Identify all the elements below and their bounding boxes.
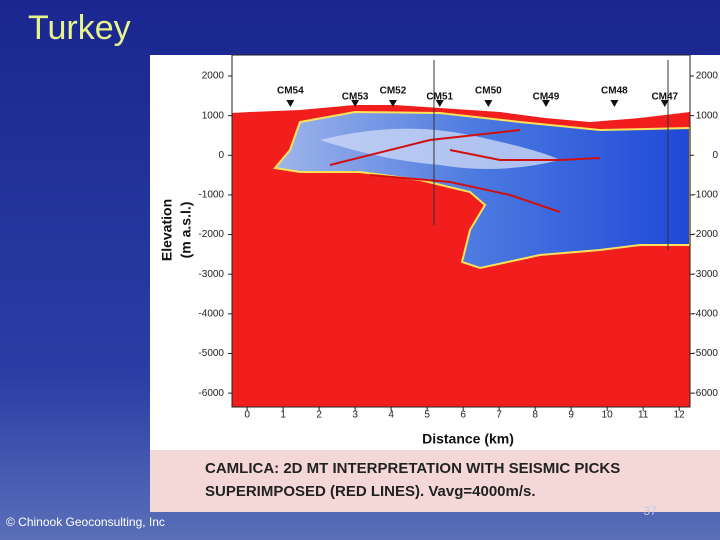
- station-label: CM54: [277, 86, 304, 97]
- caption-line: CAMLICA: 2D MT INTERPRETATION WITH SEISM…: [205, 460, 620, 477]
- station-marker: [351, 100, 360, 107]
- station-marker: [610, 100, 619, 107]
- footer: © Chinook Geoconsulting, Inc: [6, 515, 165, 529]
- plot-frame: [231, 54, 691, 408]
- y-axis-label: (m a.s.l.): [178, 202, 194, 259]
- x-tick-label: 12: [674, 410, 686, 421]
- y-tick-label: -2000: [198, 229, 224, 240]
- x-tick-label: 4: [388, 410, 394, 421]
- sky: [232, 55, 690, 122]
- station-label: CM52: [380, 86, 407, 97]
- x-tick-label: 11: [638, 410, 649, 421]
- x-tick-label: 5: [424, 410, 430, 421]
- y-tick-label: 2000: [202, 71, 225, 82]
- x-tick-label: 2: [316, 410, 322, 421]
- y-tick-label: -3000: [198, 269, 224, 280]
- seismic-line: [369, 174, 561, 213]
- y-tick-label: 0: [218, 150, 224, 161]
- station-marker: [541, 100, 550, 107]
- x-tick-label: 7: [496, 410, 502, 421]
- plot: [232, 55, 691, 407]
- y-tick-label: 2000: [696, 71, 719, 82]
- station-label: CM47: [651, 92, 678, 103]
- station-label: CM51: [426, 92, 453, 103]
- station-marker: [286, 100, 295, 107]
- x-tick-label: 6: [460, 410, 466, 421]
- page-number: 37: [643, 504, 657, 518]
- y-tick-label: -5000: [198, 348, 224, 359]
- y-tick-label: -6000: [198, 388, 224, 399]
- x-tick-label: 3: [352, 410, 358, 421]
- y-tick-label: -1000: [198, 190, 224, 201]
- station-marker: [388, 100, 397, 107]
- y-tick-label: -2000: [692, 229, 718, 240]
- y-tick-label: -1000: [692, 190, 718, 201]
- station-label: CM53: [342, 92, 369, 103]
- y-tick-label: 1000: [202, 110, 225, 121]
- station-label: CM48: [601, 86, 628, 97]
- y-tick-label: -5000: [692, 348, 718, 359]
- seismic-line: [449, 149, 601, 161]
- y-tick-label: -4000: [198, 308, 224, 319]
- x-tick-label: 0: [244, 410, 250, 421]
- station-marker: [660, 100, 669, 107]
- caption-line: SUPERIMPOSED (RED LINES). Vavg=4000m/s.: [205, 483, 536, 500]
- y-axis-label: Elevation: [159, 199, 175, 261]
- caption-panel: [150, 450, 720, 512]
- contour: [320, 128, 560, 169]
- y-tick-label: 1000: [696, 110, 719, 121]
- x-tick-label: 10: [602, 410, 614, 421]
- station-marker: [484, 100, 493, 107]
- y-tick-label: -6000: [692, 388, 718, 399]
- x-tick-label: 1: [280, 410, 286, 421]
- slide-title: Turkey: [28, 9, 131, 47]
- station-label: CM50: [475, 86, 502, 97]
- y-tick-label: -4000: [692, 308, 718, 319]
- seismic-line: [329, 129, 521, 166]
- x-tick-label: 9: [568, 410, 574, 421]
- x-tick-label: 8: [532, 410, 538, 421]
- station-marker: [435, 100, 444, 107]
- y-tick-label: 0: [712, 150, 718, 161]
- x-axis-label: Distance (km): [422, 431, 514, 447]
- station-label: CM49: [533, 92, 560, 103]
- y-tick-label: -3000: [692, 269, 718, 280]
